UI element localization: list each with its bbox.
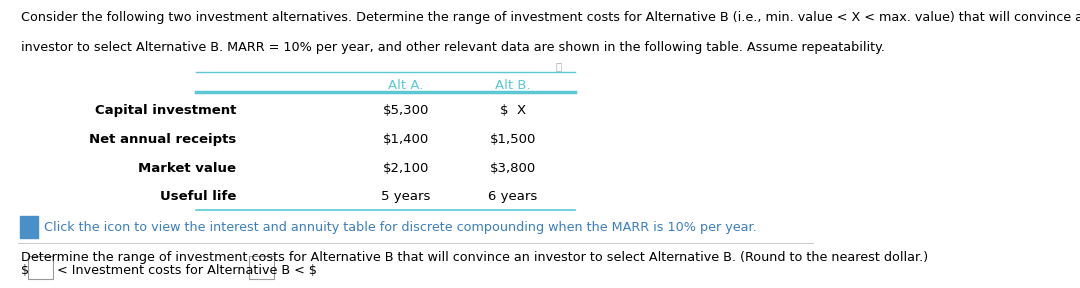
Text: Click the icon to view the interest and annuity table for discrete compounding w: Click the icon to view the interest and … [44,221,757,234]
FancyBboxPatch shape [248,256,273,279]
Text: $5,300: $5,300 [382,104,429,117]
Text: Alt B.: Alt B. [495,79,530,92]
Text: ⎘: ⎘ [555,61,562,71]
Text: Consider the following two investment alternatives. Determine the range of inves: Consider the following two investment al… [21,11,1080,24]
Text: < Investment costs for Alternative B < $: < Investment costs for Alternative B < $ [57,264,316,277]
Text: Alt A.: Alt A. [389,79,423,92]
Text: $1,400: $1,400 [383,133,429,146]
FancyBboxPatch shape [28,256,53,279]
Text: $: $ [21,264,29,277]
Text: 6 years: 6 years [488,190,538,203]
Text: $2,100: $2,100 [382,162,429,175]
Text: Net annual receipts: Net annual receipts [90,133,237,146]
Text: $  X: $ X [500,104,526,117]
Text: $1,500: $1,500 [490,133,536,146]
Text: Capital investment: Capital investment [95,104,237,117]
Text: Useful life: Useful life [160,190,237,203]
Text: Determine the range of investment costs for Alternative B that will convince an : Determine the range of investment costs … [21,251,928,264]
Text: Market value: Market value [138,162,237,175]
Text: $3,800: $3,800 [490,162,536,175]
Text: investor to select Alternative B. MARR = 10% per year, and other relevant data a: investor to select Alternative B. MARR =… [21,41,885,54]
FancyBboxPatch shape [21,216,38,238]
Text: 5 years: 5 years [381,190,431,203]
